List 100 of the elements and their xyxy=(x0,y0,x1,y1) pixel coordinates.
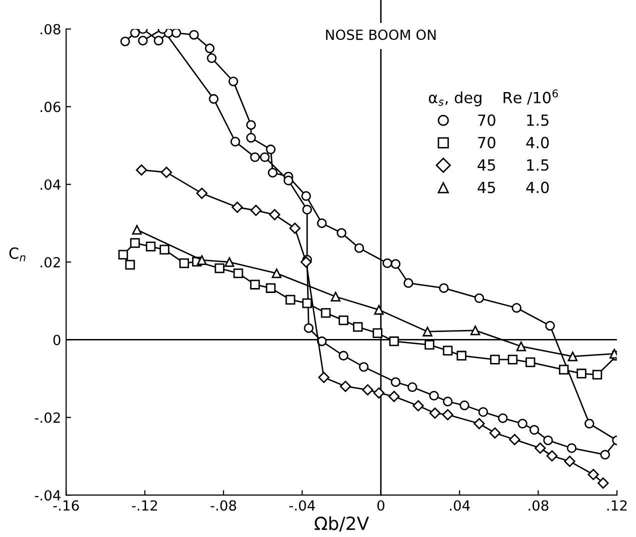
legend-label: 45 4.0 xyxy=(478,182,549,194)
point xyxy=(543,435,553,446)
point xyxy=(171,29,182,38)
point xyxy=(130,238,140,248)
y-tick-label: .02 xyxy=(40,257,60,268)
point xyxy=(509,434,520,446)
legend-label: 70 4.0 xyxy=(478,136,549,148)
point xyxy=(546,450,558,462)
y-tick-label: .04 xyxy=(40,179,61,190)
point xyxy=(336,228,346,238)
point xyxy=(600,450,610,460)
point xyxy=(317,218,327,228)
legend-title: α$_{s}$, deg Re /10$^{6}$ xyxy=(428,89,558,106)
point xyxy=(230,136,240,147)
y-axis-title: C$_{n}$ xyxy=(9,247,26,262)
point xyxy=(429,408,441,419)
point xyxy=(340,380,352,392)
point xyxy=(266,283,276,293)
point xyxy=(422,326,432,336)
x-tick-label: .12 xyxy=(607,500,627,511)
x-tick-label: .08 xyxy=(528,500,548,511)
point xyxy=(460,400,470,410)
x-tick-label: -.08 xyxy=(210,500,236,511)
point xyxy=(564,456,576,467)
point xyxy=(470,326,480,336)
point xyxy=(490,354,500,364)
point xyxy=(136,164,148,176)
point xyxy=(300,256,312,268)
point xyxy=(138,36,148,46)
point xyxy=(592,370,602,380)
point xyxy=(354,243,364,253)
point xyxy=(404,278,414,288)
point xyxy=(424,340,434,350)
point xyxy=(584,418,594,429)
point xyxy=(558,364,569,375)
point xyxy=(320,308,331,318)
point xyxy=(208,94,219,104)
point xyxy=(338,315,348,326)
point xyxy=(442,346,453,356)
point xyxy=(438,283,449,293)
point xyxy=(269,209,280,220)
point xyxy=(272,268,282,278)
y-tick-label: -.02 xyxy=(34,412,60,423)
point xyxy=(189,30,199,40)
point xyxy=(388,390,400,402)
point xyxy=(266,144,276,154)
point xyxy=(382,258,392,268)
point xyxy=(250,152,260,162)
point xyxy=(456,350,466,361)
y-tick-label: .08 xyxy=(40,24,60,34)
point xyxy=(338,350,348,361)
point xyxy=(330,292,340,302)
point xyxy=(318,372,330,384)
point xyxy=(246,120,256,130)
point xyxy=(516,341,526,352)
point xyxy=(566,443,577,453)
point xyxy=(362,384,374,396)
point xyxy=(197,255,207,265)
point xyxy=(250,204,262,216)
point xyxy=(568,352,578,362)
point xyxy=(204,44,215,54)
x-tick-label: -.12 xyxy=(132,500,157,511)
point xyxy=(120,36,130,46)
point xyxy=(518,418,528,429)
point xyxy=(529,424,540,435)
point xyxy=(130,29,140,38)
x-tick-label: -.04 xyxy=(289,500,315,511)
point xyxy=(284,176,294,186)
point xyxy=(478,407,488,417)
point xyxy=(246,132,256,143)
point xyxy=(228,76,238,86)
point xyxy=(214,263,224,274)
point xyxy=(286,294,296,305)
point xyxy=(372,328,382,338)
y-tick-label: .06 xyxy=(40,102,60,112)
point xyxy=(442,409,454,420)
point xyxy=(160,166,172,178)
point xyxy=(160,244,170,254)
point xyxy=(534,442,546,454)
y-tick-label: -.04 xyxy=(34,490,61,501)
point xyxy=(545,320,555,331)
point xyxy=(224,257,234,267)
point xyxy=(389,336,399,346)
point xyxy=(206,53,217,63)
point xyxy=(132,224,142,235)
point xyxy=(118,250,128,260)
point xyxy=(588,468,599,480)
x-axis-title: Ωb/2V xyxy=(314,516,369,532)
ref-line-label: NOSE BOOM ON xyxy=(326,30,436,40)
point xyxy=(146,242,156,252)
point xyxy=(302,204,312,214)
point xyxy=(196,188,208,199)
point xyxy=(125,260,135,270)
point xyxy=(390,259,400,269)
point xyxy=(498,413,508,424)
point xyxy=(373,387,385,399)
point xyxy=(302,298,312,308)
point xyxy=(250,280,260,290)
point xyxy=(474,418,485,430)
point xyxy=(429,390,439,401)
